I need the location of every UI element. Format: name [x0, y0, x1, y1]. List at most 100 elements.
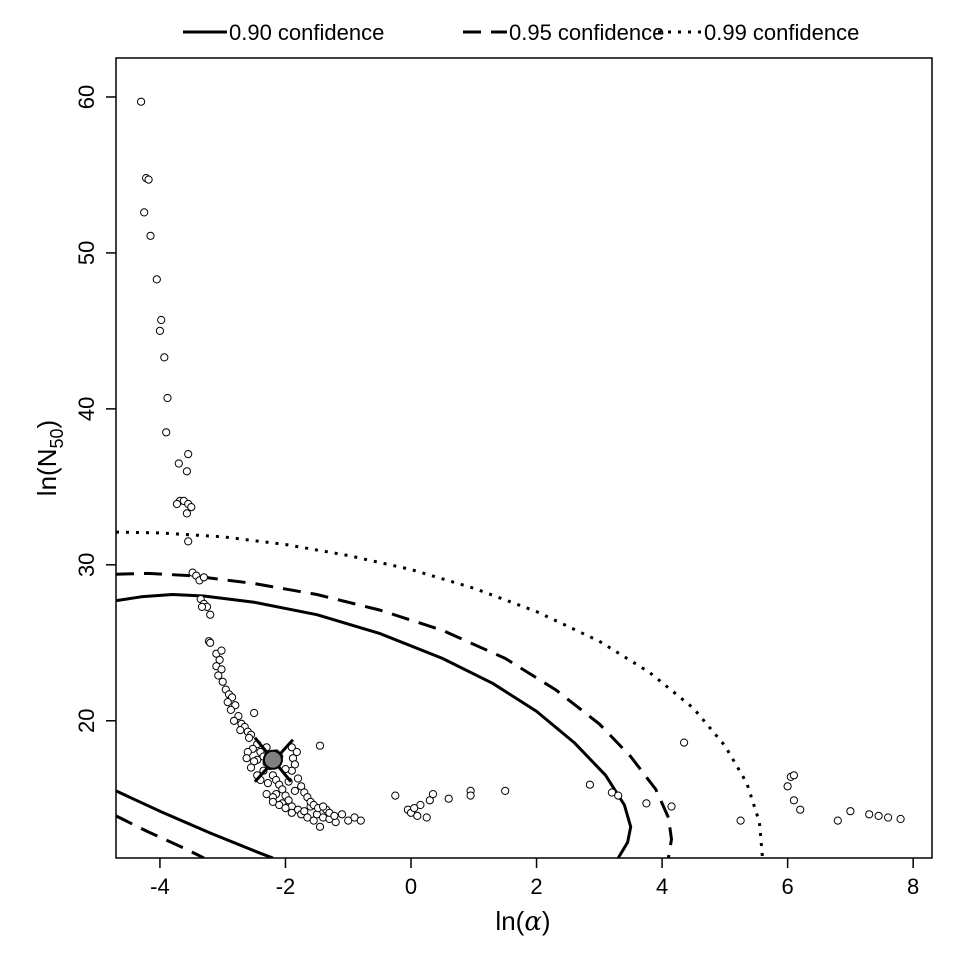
data-point [736, 816, 745, 825]
data-point [290, 760, 299, 769]
data-point [789, 771, 799, 780]
x-tick-label: 4 [656, 874, 668, 899]
data-point [152, 275, 161, 284]
confidence-curve-solid [116, 593, 633, 858]
data-point [428, 790, 438, 799]
y-tick-label: 20 [74, 709, 99, 733]
data-point [250, 757, 259, 766]
data-point [140, 208, 149, 217]
data-point [278, 785, 287, 794]
y-tick-label: 30 [74, 553, 99, 577]
data-point [292, 747, 301, 757]
data-point [214, 671, 223, 680]
data-point [242, 754, 251, 763]
data-point [642, 799, 651, 808]
data-point [182, 509, 191, 518]
data-point [874, 811, 883, 821]
data-point [315, 822, 325, 831]
x-tick-label: -2 [276, 874, 296, 899]
confidence-curve-dashed [116, 571, 673, 858]
data-point [246, 763, 256, 772]
confidence-curves [116, 530, 764, 858]
data-point [250, 708, 259, 718]
data-point [585, 780, 595, 789]
y-tick-label: 40 [74, 397, 99, 421]
y-tick-label: 60 [74, 85, 99, 109]
data-point [287, 808, 296, 817]
data-point [319, 802, 328, 811]
data-point [789, 796, 799, 805]
data-point [217, 665, 226, 674]
data-point [796, 805, 805, 814]
data-point [614, 791, 623, 800]
legend-label: 0.95 confidence [509, 20, 664, 45]
data-point [293, 774, 303, 783]
data-point [144, 175, 153, 184]
data-point [197, 602, 207, 612]
data-point [174, 459, 183, 468]
data-point [290, 786, 299, 796]
data-point [182, 467, 191, 476]
data-point [137, 97, 146, 106]
data-point [344, 816, 353, 825]
data-point [226, 705, 235, 715]
data-point [896, 814, 905, 824]
data-point [206, 610, 215, 619]
data-point [215, 655, 224, 665]
bootstrap-points [137, 97, 905, 831]
x-axis: -4 -2 0 2 4 6 8 [150, 858, 919, 899]
data-point [413, 811, 422, 821]
data-point [315, 741, 325, 750]
y-tick-label: 50 [74, 241, 99, 265]
data-point [146, 231, 155, 240]
data-point [160, 353, 169, 362]
data-point [157, 315, 166, 325]
x-tick-label: 6 [782, 874, 794, 899]
data-point [218, 677, 227, 686]
data-point [184, 537, 193, 546]
y-axis: 20 30 40 50 60 [74, 85, 116, 733]
data-point [275, 800, 284, 810]
data-point [229, 716, 239, 725]
data-point [356, 816, 365, 825]
data-point [155, 326, 164, 335]
data-point [281, 804, 290, 813]
data-point [680, 738, 689, 747]
x-axis-title: ln(α) [495, 906, 550, 937]
data-point [172, 499, 181, 509]
data-point [884, 813, 893, 822]
data-point [262, 790, 271, 799]
data-point [263, 779, 272, 788]
data-point [833, 816, 842, 825]
x-tick-label: -4 [150, 874, 170, 899]
data-point [466, 791, 475, 800]
confidence-curve-dotted [116, 530, 764, 858]
data-point [846, 807, 855, 816]
legend: 0.90 confidence 0.95 confidence 0.99 confi… [183, 20, 859, 45]
data-point [350, 813, 359, 822]
data-point [422, 813, 431, 822]
mle-point [262, 749, 283, 770]
data-point [300, 807, 309, 816]
data-point [184, 450, 193, 459]
confidence-curve-dashed [116, 814, 205, 858]
plot-frame [115, 57, 933, 859]
data-point [199, 573, 208, 582]
data-point [337, 810, 347, 819]
data-point [268, 797, 277, 807]
legend-label: 0.90 confidence [229, 20, 384, 45]
data-point [783, 782, 792, 791]
data-point [391, 791, 400, 800]
legend-label: 0.99 confidence [704, 20, 859, 45]
mle-marker [253, 736, 295, 783]
data-point [187, 503, 196, 512]
data-point [287, 743, 296, 752]
data-point [667, 802, 676, 811]
data-point [236, 726, 245, 735]
data-point [163, 393, 172, 403]
data-point [309, 816, 318, 825]
data-point [416, 800, 425, 810]
y-axis-title: ln(N50) [32, 420, 67, 496]
x-tick-label: 2 [530, 874, 542, 899]
